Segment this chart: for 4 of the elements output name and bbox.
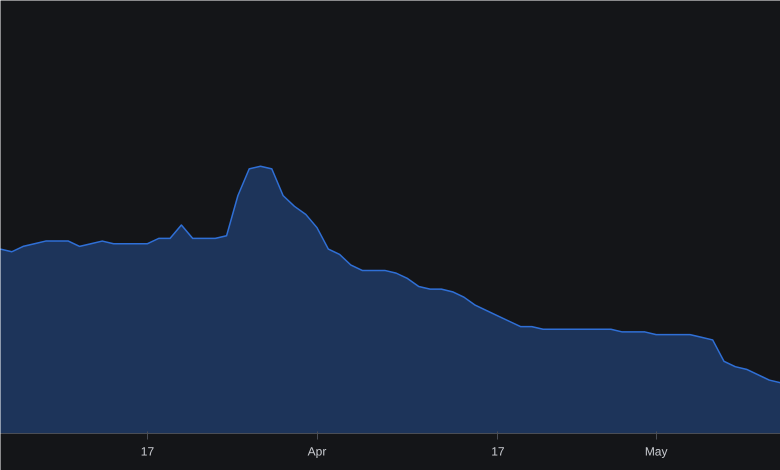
x-tick-label: Apr bbox=[308, 444, 326, 458]
x-tick-label: May bbox=[644, 444, 668, 458]
x-tick-label: 17 bbox=[491, 444, 505, 458]
x-tick-label: 17 bbox=[140, 444, 154, 458]
